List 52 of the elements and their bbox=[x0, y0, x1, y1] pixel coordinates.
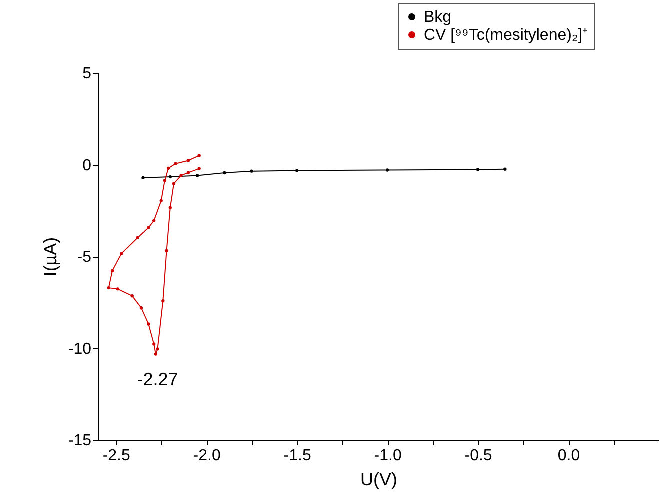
y-axis-title: I(µA) bbox=[40, 237, 60, 277]
y-tick-label: 5 bbox=[82, 66, 92, 82]
point bbox=[163, 179, 167, 182]
y-tick-label: -15 bbox=[68, 432, 92, 450]
point bbox=[198, 154, 201, 158]
point bbox=[107, 286, 110, 290]
y-tick-label: 0 bbox=[82, 157, 92, 174]
point bbox=[186, 171, 190, 174]
point bbox=[386, 168, 390, 172]
y-tick-label: -10 bbox=[68, 340, 92, 358]
y-tick-label: -5 bbox=[77, 249, 92, 266]
x-tick-label: 0.0 bbox=[558, 448, 580, 464]
point bbox=[223, 171, 226, 175]
point bbox=[476, 168, 480, 172]
point bbox=[295, 169, 299, 172]
point bbox=[250, 170, 254, 173]
point bbox=[504, 168, 507, 171]
point bbox=[186, 159, 190, 162]
point bbox=[147, 322, 150, 326]
point bbox=[136, 236, 140, 240]
point bbox=[140, 306, 144, 310]
point bbox=[147, 226, 150, 230]
x-axis-title: U(V) bbox=[360, 470, 398, 490]
point bbox=[152, 342, 156, 346]
point bbox=[110, 269, 114, 273]
point bbox=[168, 175, 172, 179]
point bbox=[154, 352, 158, 356]
point bbox=[166, 166, 170, 170]
point bbox=[172, 182, 176, 186]
point bbox=[162, 300, 165, 303]
x-tick-label: -0.5 bbox=[464, 448, 492, 464]
annotation: -2.27 bbox=[137, 369, 178, 390]
point bbox=[180, 174, 183, 178]
point bbox=[116, 288, 120, 291]
point bbox=[160, 199, 163, 202]
point bbox=[165, 249, 168, 253]
point bbox=[120, 252, 124, 256]
point bbox=[196, 174, 200, 178]
point bbox=[156, 348, 160, 351]
x-tick-label: -1.5 bbox=[284, 448, 312, 464]
point bbox=[198, 167, 201, 170]
legend-label: CV [⁹⁹Tc(mesitylene)₂]⁺ bbox=[424, 27, 588, 44]
point bbox=[168, 206, 172, 210]
line-series bbox=[107, 154, 201, 356]
point bbox=[130, 294, 134, 298]
point bbox=[142, 176, 145, 180]
legend-label: Bkg bbox=[424, 9, 452, 26]
point bbox=[152, 219, 156, 222]
x-tick-label: -1.0 bbox=[374, 448, 402, 464]
x-tick-label: -2.5 bbox=[102, 448, 130, 464]
x-tick-label: -2.0 bbox=[193, 448, 221, 464]
point bbox=[174, 162, 178, 166]
